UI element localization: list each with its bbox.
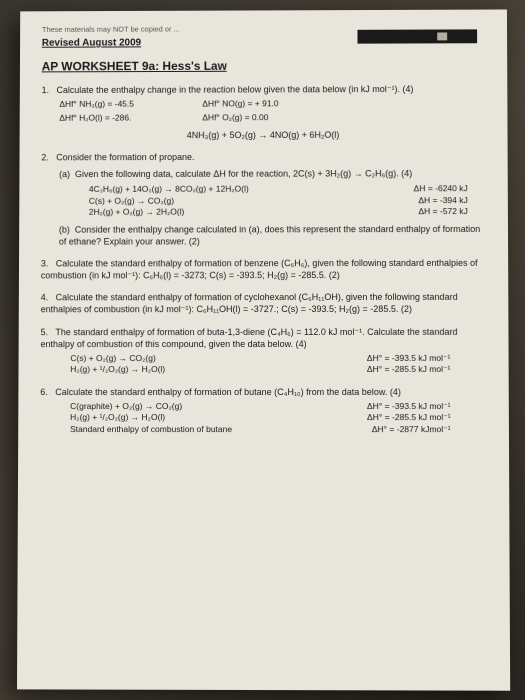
worksheet-page: These materials may NOT be copied or ...…: [17, 9, 510, 690]
q2-r2-left: C(s) + O₂(g) → CO₂(g): [89, 196, 174, 208]
q2-r1-right: ΔH = -6240 kJ: [414, 183, 468, 195]
q2-r1-left: 4C₂H₆(g) + 14O₂(g) → 8CO₂(g) + 12H₂O(l): [89, 184, 249, 196]
q6-r1-left: C(graphite) + O₂(g) → CO₂(g): [70, 401, 182, 412]
q6-r2-left: H₂(g) + ¹/₂O₂(g) → H₂O(l): [70, 412, 165, 423]
q6-r1-right: ΔH° = -393.5 kJ mol⁻¹: [367, 401, 451, 413]
q4-number: 4.: [41, 293, 53, 303]
q2-r3-right: ΔH = -572 kJ: [418, 206, 467, 218]
q1-equation: 4NH₃(g) + 5O₂(g) → 4NO(g) + 6H₂O(l): [41, 128, 485, 141]
q5-r2-left: H₂(g) + ¹/₂O₂(g) → H₂O(l): [70, 364, 165, 375]
q4-prompt: Calculate the standard enthalpy of forma…: [41, 292, 458, 315]
q1-data-2a: ΔHf° H₂O(l) = -286.: [59, 113, 178, 125]
question-6: 6. Calculate the standard enthalpy of fo…: [40, 386, 487, 436]
q2b: (b) Consider the enthalpy change calcula…: [59, 223, 486, 248]
question-4: 4. Calculate the standard enthalpy of fo…: [41, 291, 487, 316]
redaction-bar: [357, 29, 477, 43]
q1-data-2b: ΔHf° O₂(g) = 0.00: [202, 112, 321, 124]
q2a: (a) Given the following data, calculate …: [59, 167, 486, 218]
q3-number: 3.: [41, 259, 53, 269]
q6-prompt: Calculate the standard enthalpy of forma…: [55, 387, 401, 397]
q1-number: 1.: [42, 85, 54, 95]
q2a-prompt: Given the following data, calculate ΔH f…: [75, 169, 412, 180]
question-2: 2. Consider the formation of propane. (a…: [41, 150, 486, 247]
question-5: 5. The standard enthalpy of formation of…: [40, 325, 486, 375]
question-1: 1. Calculate the enthalpy change in the …: [41, 83, 485, 142]
q3-prompt: Calculate the standard enthalpy of forma…: [41, 258, 478, 281]
worksheet-title: AP WORKSHEET 9a: Hess's Law: [42, 57, 486, 74]
q5-number: 5.: [41, 327, 53, 337]
q5-r2-right: ΔH° = -285.5 kJ mol⁻¹: [367, 364, 451, 376]
q1-data-1a: ΔHf° NH₃(g) = -45.5: [59, 99, 178, 111]
q1-data-1b: ΔHf° NO(g) = + 91.0: [202, 98, 321, 110]
q6-r2-right: ΔH° = -285.5 kJ mol⁻¹: [367, 412, 451, 424]
q6-r3-left: Standard enthalpy of combustion of butan…: [70, 424, 232, 436]
q1-prompt: Calculate the enthalpy change in the rea…: [57, 84, 414, 95]
q2-number: 2.: [41, 152, 53, 162]
q2b-prompt: Consider the enthalpy change calculated …: [59, 224, 480, 247]
q6-number: 6.: [40, 387, 53, 397]
q2-r3-left: 2H₂(g) + O₂(g) → 2H₂O(l): [89, 207, 185, 219]
q5-r1-right: ΔH° = -393.5 kJ mol⁻¹: [367, 353, 451, 365]
q2-r2-right: ΔH = -394 kJ: [418, 195, 467, 207]
q6-r3-right: ΔH° = -2877 kJmol⁻¹: [372, 424, 451, 436]
question-3: 3. Calculate the standard enthalpy of fo…: [41, 257, 486, 282]
q2-prompt: Consider the formation of propane.: [56, 152, 194, 162]
q5-prompt: The standard enthalpy of formation of bu…: [41, 326, 458, 348]
q5-r1-left: C(s) + O₂(g) → CO₂(g): [70, 353, 155, 364]
